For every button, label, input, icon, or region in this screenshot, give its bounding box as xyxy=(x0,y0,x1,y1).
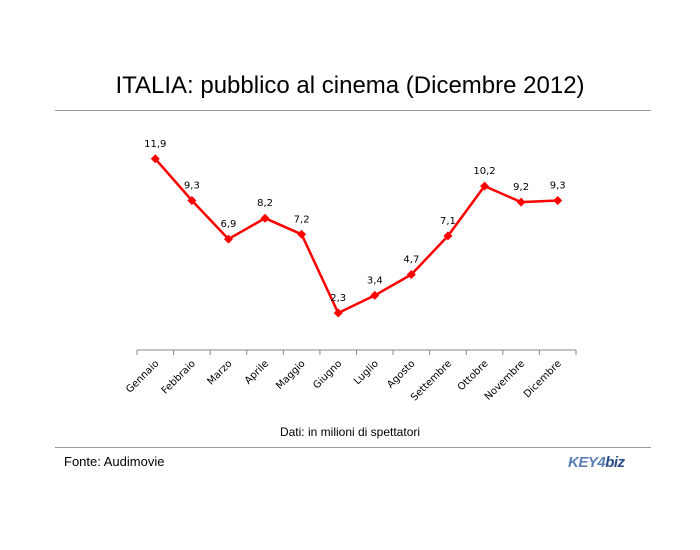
data-point-marker xyxy=(150,154,160,164)
footer-divider xyxy=(55,447,651,448)
series-line xyxy=(154,157,558,315)
x-tick-label: Giugno xyxy=(311,358,344,391)
data-point-marker xyxy=(297,229,307,239)
data-label: 9,2 xyxy=(513,182,529,193)
x-tick-label: Luglio xyxy=(352,358,381,387)
data-label: 2,3 xyxy=(330,293,346,304)
data-point-marker xyxy=(260,213,270,223)
x-tick-label: Dicembre xyxy=(522,358,564,400)
data-label: 11,9 xyxy=(144,139,166,150)
data-label: 7,1 xyxy=(440,216,456,227)
source-text: Fonte: Audimovie xyxy=(64,454,165,469)
data-label: 6,9 xyxy=(221,219,237,230)
x-tick-label: Ottobre xyxy=(456,358,491,393)
title-divider xyxy=(55,110,651,111)
chart-title: ITALIA: pubblico al cinema (Dicembre 201… xyxy=(115,72,585,99)
data-point-marker xyxy=(370,290,380,300)
data-point-marker xyxy=(406,269,416,279)
x-tick-label: Febbraio xyxy=(160,358,198,396)
data-point-marker xyxy=(443,231,453,241)
data-point-marker xyxy=(187,196,197,206)
x-tick-label: Agosto xyxy=(385,358,417,390)
data-point-marker xyxy=(480,181,490,191)
key4biz-logo: KEY4biz xyxy=(568,454,625,471)
data-label: 9,3 xyxy=(184,181,200,192)
data-point-marker xyxy=(516,197,526,207)
data-label: 3,4 xyxy=(367,275,383,286)
chart-subtitle: Dati: in milioni di spettatori xyxy=(279,425,421,439)
x-tick-label: Gennaio xyxy=(124,358,161,395)
data-label: 7,2 xyxy=(294,214,310,225)
x-tick-label: Maggio xyxy=(274,358,307,391)
x-tick-label: Marzo xyxy=(205,358,234,387)
data-label: 10,2 xyxy=(473,166,495,177)
data-label: 4,7 xyxy=(403,254,419,265)
data-point-marker xyxy=(223,234,233,244)
data-label: 9,3 xyxy=(550,181,566,192)
data-point-marker xyxy=(553,196,563,206)
data-point-marker xyxy=(333,308,343,318)
data-label: 8,2 xyxy=(257,198,273,209)
x-tick-label: Aprile xyxy=(243,358,271,386)
